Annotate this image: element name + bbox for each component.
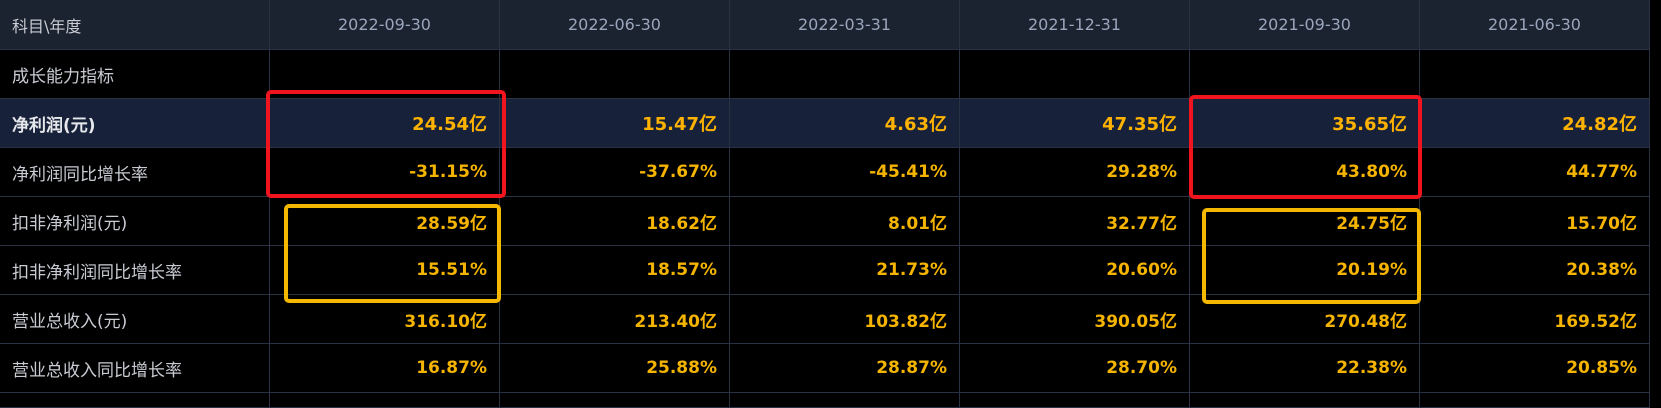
empty-cell: [1190, 50, 1420, 99]
value-cell: 213.40亿: [500, 295, 730, 344]
value-cell: 15.47亿: [500, 99, 730, 148]
value-cell: 270.48亿: [1190, 295, 1420, 344]
empty-cell: [270, 50, 500, 99]
value-cell: 103.82亿: [730, 295, 960, 344]
value-cell: 28.87%: [730, 344, 960, 393]
value-cell: 28.70%: [960, 344, 1190, 393]
column-header: 2022-03-31: [730, 0, 960, 50]
value-cell: 47.35亿: [960, 99, 1190, 148]
column-header: 2022-06-30: [500, 0, 730, 50]
value-cell: 29.28%: [960, 148, 1190, 197]
value-cell: 43.80%: [1190, 148, 1420, 197]
value-cell: 4.63亿: [730, 99, 960, 148]
partial-row: [1190, 393, 1420, 408]
value-cell: 390.05亿: [960, 295, 1190, 344]
value-cell: 22.38%: [1190, 344, 1420, 393]
row-label: 扣非净利润(元): [0, 197, 270, 246]
value-cell: 20.85%: [1420, 344, 1650, 393]
partial-row: [270, 393, 500, 408]
value-cell: 15.51%: [270, 246, 500, 295]
row-label: 营业总收入同比增长率: [0, 344, 270, 393]
column-header: 2022-09-30: [270, 0, 500, 50]
value-cell: 28.59亿: [270, 197, 500, 246]
value-cell: 8.01亿: [730, 197, 960, 246]
value-cell: -31.15%: [270, 148, 500, 197]
value-cell: 15.70亿: [1420, 197, 1650, 246]
empty-cell: [500, 50, 730, 99]
value-cell: 24.54亿: [270, 99, 500, 148]
value-cell: -37.67%: [500, 148, 730, 197]
value-cell: -45.41%: [730, 148, 960, 197]
value-cell: 21.73%: [730, 246, 960, 295]
value-cell: 169.52亿: [1420, 295, 1650, 344]
value-cell: 44.77%: [1420, 148, 1650, 197]
value-cell: 16.87%: [270, 344, 500, 393]
partial-row: [0, 393, 270, 408]
value-cell: 20.60%: [960, 246, 1190, 295]
value-cell: 18.57%: [500, 246, 730, 295]
row-label: 营业总收入(元): [0, 295, 270, 344]
value-cell: 20.19%: [1190, 246, 1420, 295]
section-label: 成长能力指标: [0, 50, 270, 99]
empty-cell: [960, 50, 1190, 99]
value-cell: 35.65亿: [1190, 99, 1420, 148]
value-cell: 18.62亿: [500, 197, 730, 246]
column-header: 2021-12-31: [960, 0, 1190, 50]
row-label: 扣非净利润同比增长率: [0, 246, 270, 295]
partial-row: [960, 393, 1190, 408]
row-label: 净利润同比增长率: [0, 148, 270, 197]
value-cell: 25.88%: [500, 344, 730, 393]
empty-cell: [730, 50, 960, 99]
header-label: 科目\年度: [0, 0, 270, 50]
partial-row: [1420, 393, 1650, 408]
partial-row: [500, 393, 730, 408]
value-cell: 24.82亿: [1420, 99, 1650, 148]
empty-cell: [1420, 50, 1650, 99]
value-cell: 20.38%: [1420, 246, 1650, 295]
value-cell: 24.75亿: [1190, 197, 1420, 246]
partial-row: [730, 393, 960, 408]
value-cell: 32.77亿: [960, 197, 1190, 246]
column-header: 2021-09-30: [1190, 0, 1420, 50]
row-label: 净利润(元): [0, 99, 270, 148]
column-header: 2021-06-30: [1420, 0, 1650, 50]
value-cell: 316.10亿: [270, 295, 500, 344]
